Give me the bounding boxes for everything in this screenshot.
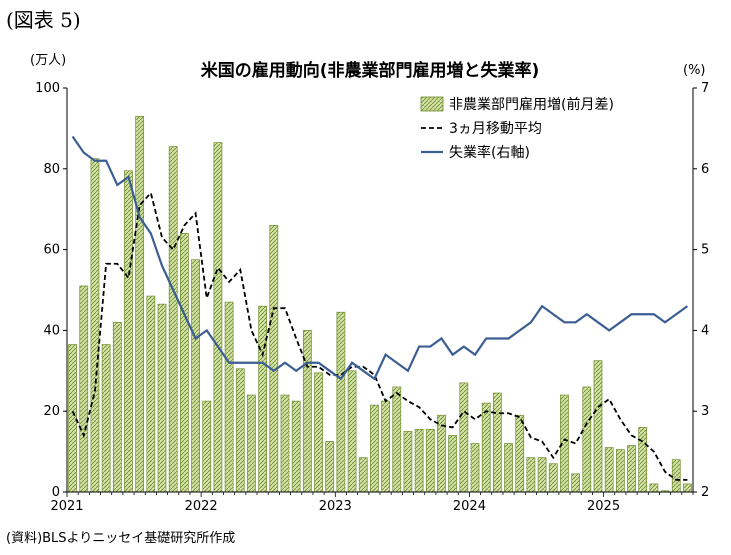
bar-2025-03 — [627, 445, 636, 493]
bar-2023-12 — [459, 382, 469, 493]
bar-2024-11 — [582, 386, 592, 493]
bar-2022-07 — [269, 225, 279, 493]
bar-2024-04 — [504, 443, 513, 493]
bar-2023-05 — [381, 400, 390, 493]
bar-2024-08 — [548, 463, 558, 493]
y-right-tick-label: 2 — [701, 485, 709, 500]
y-left-unit: (万人) — [30, 53, 66, 68]
bar-2025-07 — [671, 459, 681, 493]
bars-group — [68, 115, 692, 493]
bar-2022-12 — [325, 441, 335, 493]
bar-2023-03 — [358, 457, 368, 493]
bar-2022-03 — [224, 301, 234, 493]
bar-2025-01 — [604, 447, 614, 493]
x-tick-label: 2024 — [453, 499, 486, 514]
bar-2023-04 — [370, 404, 379, 493]
bar-2021-08 — [146, 295, 156, 493]
x-tick-label: 2025 — [587, 499, 620, 514]
y-right-tick-label: 5 — [701, 243, 709, 258]
legend-bar-label: 非農業部門雇用増(前月差) — [449, 96, 614, 113]
bar-2023-02 — [347, 370, 357, 493]
employment-chart: 米国の雇用動向(非農業部門雇用増と失業率) (万人) (%) 0 20 40 60 80… — [30, 53, 709, 514]
legend-bar-swatch — [420, 96, 444, 112]
bar-2021-06 — [124, 170, 133, 493]
bar-2023-09 — [425, 429, 435, 493]
y-left-tick-label: 40 — [43, 323, 60, 338]
bar-2025-04 — [638, 427, 648, 493]
x-tick-label: 2022 — [185, 499, 218, 514]
moving-average-group — [71, 191, 688, 481]
bar-2022-11 — [314, 372, 323, 493]
y-right-unit: (%) — [683, 63, 706, 78]
bar-2024-06 — [526, 457, 536, 493]
bar-2021-11 — [180, 233, 189, 493]
bar-2025-02 — [615, 449, 625, 493]
bar-2021-01 — [68, 344, 77, 493]
axes-group: 0 20 40 60 80 100 2 3 4 5 6 7 2021 2022 2023 2024 2025 — [35, 81, 709, 514]
bar-2023-08 — [414, 429, 424, 493]
bar-2022-02 — [213, 142, 223, 493]
bar-2022-09 — [291, 400, 301, 493]
bar-2021-05 — [112, 321, 122, 493]
bar-2022-01 — [202, 400, 212, 493]
unemployment-rate-line — [71, 135, 689, 381]
source-note: (資料)BLSよりニッセイ基礎研究所作成 — [6, 531, 236, 546]
legend-avg-label: 3ヵ月移動平均 — [449, 121, 542, 137]
bar-2021-02 — [79, 285, 89, 493]
bar-2022-06 — [258, 305, 268, 493]
bar-2024-05 — [515, 414, 525, 493]
bar-2021-03 — [90, 158, 100, 493]
legend-rate-label: 失業率(右軸) — [449, 144, 530, 161]
bar-2024-01 — [470, 443, 480, 493]
figure-label: (図表 5) — [6, 8, 81, 32]
bar-2024-12 — [593, 360, 603, 493]
x-tick-label: 2021 — [50, 499, 83, 514]
x-tick-label: 2023 — [319, 499, 352, 514]
bar-2024-03 — [493, 392, 502, 493]
bar-2021-04 — [101, 344, 111, 493]
bar-2023-07 — [403, 431, 413, 493]
bar-2024-02 — [481, 402, 491, 493]
bar-2024-07 — [537, 457, 547, 493]
y-left-tick-label: 100 — [35, 81, 60, 96]
bar-2025-08 — [683, 483, 692, 493]
bar-2021-07 — [135, 115, 145, 493]
bar-2022-05 — [247, 394, 256, 493]
unemployment-rate-group — [71, 135, 689, 381]
bar-2021-10 — [168, 146, 178, 493]
y-right-tick-label: 4 — [701, 323, 709, 338]
y-left-tick-label: 60 — [43, 243, 60, 258]
bar-2023-01 — [336, 311, 346, 493]
bar-2023-11 — [448, 435, 458, 493]
y-right-tick-label: 6 — [701, 162, 709, 177]
moving-average-line — [71, 191, 688, 481]
y-left-tick-label: 20 — [43, 404, 60, 419]
chart-title: 米国の雇用動向(非農業部門雇用増と失業率) — [201, 60, 540, 81]
y-right-tick-label: 3 — [701, 404, 709, 419]
bar-2025-05 — [649, 483, 659, 493]
bar-2021-12 — [191, 259, 200, 493]
y-right-tick-label: 7 — [701, 81, 709, 96]
bar-2024-10 — [571, 473, 580, 493]
bar-2023-06 — [392, 386, 402, 493]
bar-2022-04 — [235, 368, 245, 493]
bar-2021-09 — [157, 303, 167, 493]
bar-2022-08 — [280, 394, 290, 493]
y-left-tick-label: 0 — [52, 485, 60, 500]
y-left-tick-label: 80 — [43, 162, 60, 177]
bar-2022-10 — [302, 330, 312, 493]
